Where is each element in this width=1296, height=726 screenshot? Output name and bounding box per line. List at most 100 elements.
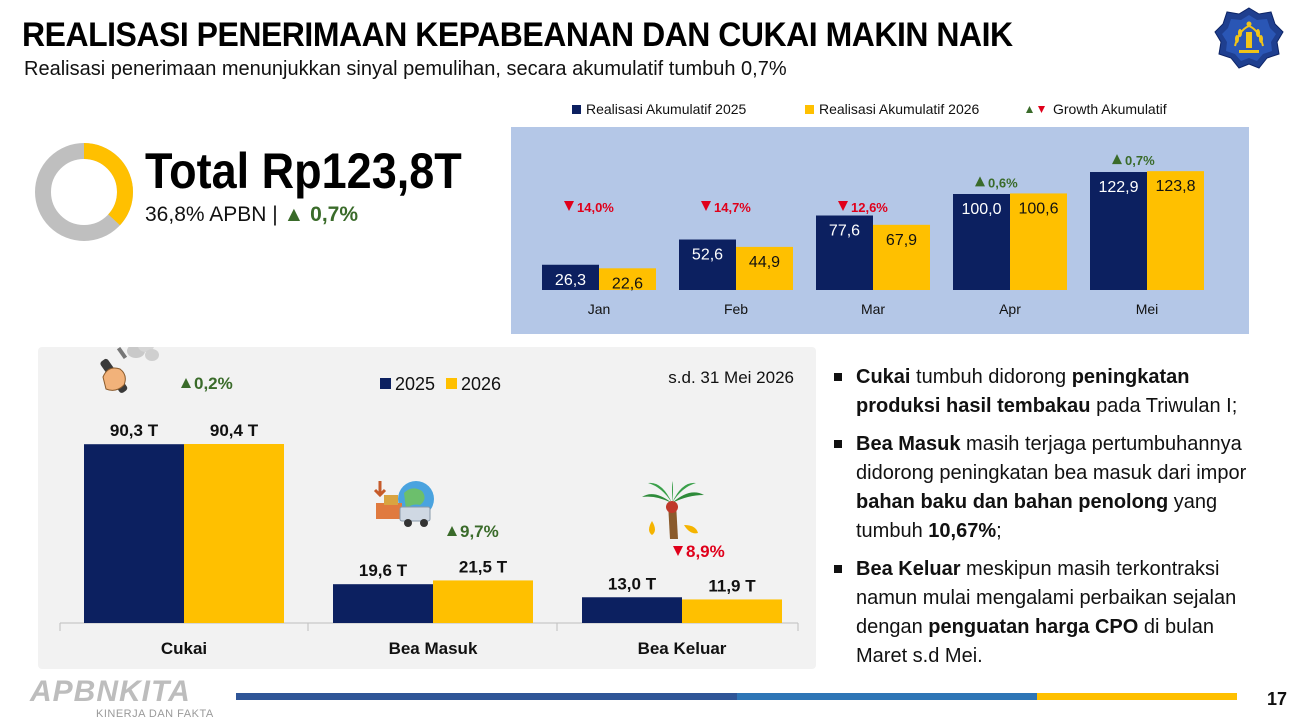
x-tick-feb: Feb [724, 301, 748, 317]
page-number: 17 [1267, 689, 1288, 709]
palm-oil-icon [642, 481, 704, 539]
x-tick-jan: Jan [588, 301, 611, 317]
apbn-share-donut [35, 143, 133, 241]
growth-up-arrow [1112, 154, 1122, 165]
growth-bea-keluar: 8,9% [673, 542, 725, 561]
key-point-text: yang tumbuh [856, 491, 1218, 542]
total-growth-text: ▲ 0,7% [283, 203, 359, 226]
bar-mei-2026 [1147, 171, 1204, 290]
type-chart-legend: 2025 2026 [380, 374, 501, 394]
bar-value-label: 123,8 [1155, 178, 1195, 195]
legend-swatch-2026 [805, 104, 814, 114]
bar-value-label: 11,9 T [708, 576, 756, 595]
monthly-chart-legend: Realisasi Akumulatif 2025 Realisasi Akum… [572, 101, 1232, 121]
key-points-list: Cukai tumbuh didorong peningkatan produk… [830, 363, 1270, 680]
bar-value-label: 77,6 [829, 223, 860, 240]
legend-label-2025: Realisasi Akumulatif 2025 [586, 101, 747, 117]
growth-up-arrow [975, 176, 985, 187]
growth-label: 8,9% [686, 542, 725, 561]
legend-swatch-2026 [446, 378, 457, 389]
growth-cukai: 0,2% [181, 374, 233, 393]
x-tick-mei: Mei [1136, 301, 1159, 317]
legend-label-2026: 2026 [461, 374, 501, 394]
revenue-by-type-chart: 2025 2026 s.d. 31 Mei 2026 90,3 T 90,4 T C… [38, 347, 816, 669]
growth-arrows-icon [1026, 106, 1045, 113]
apbn-share-text: 36,8% APBN | [145, 203, 284, 226]
growth-down-arrow [564, 201, 574, 211]
bar-value-label: 122,9 [1098, 179, 1138, 196]
key-point-text: di bulan Maret s.d Mei. [856, 616, 1214, 667]
bar-jan-2025 [542, 264, 599, 290]
growth-bea-masuk: 9,7% [447, 522, 499, 541]
footer-color-bar [236, 693, 1237, 700]
bar-value-label: 90,3 T [110, 421, 159, 440]
bar-mei-2025 [1090, 172, 1147, 290]
growth-label: 0,7% [1125, 153, 1155, 168]
key-point-text: pada Triwulan I; [1090, 395, 1238, 417]
bar-bea-masuk-2026 [433, 580, 533, 623]
bar-cukai-2025 [84, 444, 184, 623]
total-revenue-subtext: 36,8% APBN | ▲ 0,7% [145, 203, 358, 227]
key-point-highlight: Bea Masuk [856, 433, 961, 455]
bar-feb-2025 [679, 239, 736, 290]
x-tick-cukai: Cukai [161, 639, 207, 658]
x-tick-apr: Apr [999, 301, 1021, 317]
bar-value-label: 19,6 T [359, 561, 408, 580]
bar-value-label: 90,4 T [210, 421, 259, 440]
key-point-highlight: bahan baku dan bahan penolong [856, 491, 1169, 513]
growth-mei: 0,7% [1112, 153, 1155, 168]
key-point-item: Bea Masuk masih terjaga pertumbuhannya d… [830, 430, 1270, 546]
apbnkita-tagline: KINERJA DAN FAKTA [96, 708, 214, 720]
key-point-text: meskipun masih terkontraksi namun mulai … [856, 558, 1237, 638]
bar-value-label: 100,6 [1018, 200, 1058, 217]
bar-feb-2026 [736, 246, 793, 290]
legend-label-growth: Growth Akumulatif [1053, 101, 1167, 117]
bar-value-label: 100,0 [961, 201, 1001, 218]
bar-bea-masuk-2025 [333, 584, 433, 623]
bar-value-label: 67,9 [886, 232, 917, 249]
legend-swatch-2025 [380, 378, 391, 389]
legend-swatch-2025 [572, 104, 581, 114]
footer-bar-segment [1036, 693, 1237, 700]
key-point-highlight: 10,67% [928, 520, 997, 542]
key-point-highlight: Cukai [856, 366, 911, 388]
page-title: REALISASI PENERIMAAN KEPABEANAN DAN CUKA… [22, 16, 1013, 54]
legend-item-2026: Realisasi Akumulatif 2026 [805, 101, 979, 117]
total-revenue-value: Total Rp123,8T [145, 143, 462, 199]
growth-label: 14,7% [714, 200, 751, 215]
bar-apr-2025 [953, 194, 1010, 290]
x-tick-bea-keluar: Bea Keluar [638, 639, 727, 658]
donut-share-arc [35, 143, 133, 241]
bar-bea-keluar-2025 [582, 597, 682, 623]
x-tick-bea-masuk: Bea Masuk [389, 639, 478, 658]
growth-up-arrow [181, 378, 191, 388]
growth-mar: 12,6% [838, 200, 888, 215]
growth-label: 14,0% [577, 200, 614, 215]
bar-mar-2025 [816, 215, 873, 290]
key-point-text: masih terjaga pertumbuhannya didorong pe… [856, 433, 1247, 484]
bar-value-label: 13,0 T [608, 574, 657, 593]
legend-label-2025: 2025 [395, 374, 435, 394]
key-point-item: Bea Keluar meskipun masih terkontraksi n… [830, 555, 1270, 671]
key-point-item: Cukai tumbuh didorong peningkatan produk… [830, 363, 1270, 421]
growth-down-arrow [701, 201, 711, 211]
footer-bar-segment [736, 693, 1037, 700]
legend-item-growth: Growth Akumulatif [1024, 101, 1167, 117]
ministry-emblem-icon [1214, 7, 1284, 69]
growth-feb: 14,7% [701, 200, 751, 215]
bar-value-label: 26,3 [555, 272, 586, 289]
import-cargo-icon [373, 481, 434, 527]
bar-value-label: 21,5 T [459, 557, 508, 576]
bar-jan-2026 [599, 268, 656, 290]
growth-label: 12,6% [851, 200, 888, 215]
growth-apr: 0,6% [975, 175, 1018, 190]
key-point-highlight: Bea Keluar [856, 558, 961, 580]
bar-cukai-2026 [184, 444, 284, 623]
key-point-highlight: penguatan harga CPO [928, 616, 1139, 638]
bar-value-label: 52,6 [692, 247, 723, 264]
period-note: s.d. 31 Mei 2026 [668, 368, 794, 387]
legend-label-2026: Realisasi Akumulatif 2026 [819, 101, 980, 117]
page-subtitle: Realisasi penerimaan menunjukkan sinyal … [24, 58, 787, 80]
growth-down-arrow [673, 546, 683, 556]
